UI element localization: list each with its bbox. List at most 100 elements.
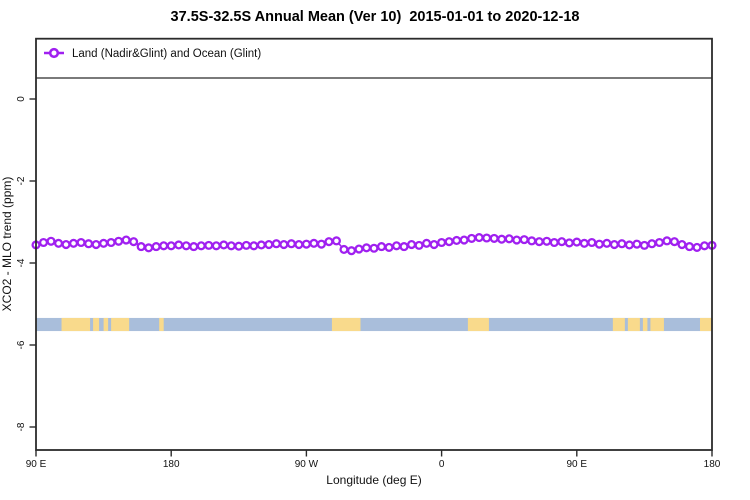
data-point-marker — [639, 240, 649, 250]
y-tick-label: -6 — [16, 340, 27, 349]
data-point-marker — [654, 237, 664, 248]
data-point-marker — [346, 246, 357, 256]
map-band-land-patch — [111, 317, 130, 332]
data-point-marker — [497, 234, 507, 244]
data-point-marker — [219, 240, 229, 250]
data-point-marker — [474, 233, 484, 243]
data-point-marker — [204, 240, 214, 250]
data-point-marker — [99, 238, 109, 248]
frame-layer — [35, 37, 713, 451]
data-point-marker — [684, 242, 695, 252]
x-tick-label: 90 E — [26, 459, 47, 470]
data-point-marker — [391, 241, 402, 251]
data-point-marker — [286, 239, 296, 249]
data-point-marker — [234, 241, 244, 251]
x-axis-label: Longitude (deg E) — [326, 473, 421, 487]
plot-frame — [35, 37, 713, 451]
data-point-marker — [38, 237, 49, 248]
data-point-marker — [339, 244, 349, 255]
data-point-marker — [121, 235, 131, 245]
data-point-marker — [549, 237, 559, 248]
map-band-ocean — [36, 317, 712, 332]
y-tick-label: -2 — [16, 176, 27, 185]
data-point-marker — [564, 238, 574, 248]
x-tick-label: 90 E — [567, 459, 588, 470]
data-point-marker — [376, 242, 387, 252]
data-point-marker — [384, 242, 394, 252]
data-point-marker — [53, 238, 64, 248]
data-point-marker — [482, 233, 492, 243]
data-point-marker — [271, 239, 281, 249]
data-point-marker — [354, 244, 364, 254]
data-point-marker — [662, 236, 672, 246]
data-point-marker — [294, 240, 304, 250]
y-tick-label: -4 — [16, 258, 27, 267]
data-point-marker — [84, 239, 94, 249]
data-point-marker — [534, 237, 544, 247]
data-point-marker — [256, 240, 266, 250]
data-point-marker — [489, 233, 499, 243]
x-tick-label: 0 — [439, 459, 445, 470]
data-point-marker — [316, 239, 326, 249]
data-point-marker — [444, 237, 454, 247]
data-point-marker — [241, 240, 251, 250]
data-point-marker — [519, 235, 529, 245]
page-title: 37.5S-32.5S Annual Mean (Ver 10) 2015-01… — [170, 9, 580, 25]
map-band-land-patch — [642, 317, 648, 332]
data-point-marker — [647, 239, 657, 249]
data-point-marker — [617, 239, 627, 249]
data-point-marker — [76, 237, 86, 248]
map-band-layer — [36, 317, 712, 332]
data-point-marker — [106, 237, 116, 248]
data-point-marker — [249, 241, 259, 251]
map-band-land-patch — [159, 317, 164, 332]
data-point-marker — [609, 240, 619, 250]
data-point-marker — [414, 240, 424, 250]
data-point-marker — [429, 240, 439, 250]
data-point-marker — [361, 243, 372, 253]
data-point-marker — [369, 243, 379, 253]
data-point-marker — [677, 240, 687, 250]
map-band-land-patch — [699, 317, 712, 332]
x-tick-label: 90 W — [295, 459, 319, 470]
data-point-marker — [129, 237, 139, 247]
y-tick-label: -8 — [16, 422, 27, 431]
data-point-marker — [61, 240, 71, 250]
data-point-marker — [459, 235, 469, 245]
map-band-land-patch — [93, 317, 100, 332]
data-point-marker — [136, 242, 146, 252]
data-point-marker — [174, 240, 184, 250]
data-point-marker — [159, 241, 169, 251]
legend-marker-icon — [44, 47, 64, 59]
data-point-marker — [422, 238, 432, 248]
data-point-marker — [407, 240, 417, 250]
data-point-marker — [587, 237, 597, 248]
legend: Land (Nadir&Glint) and Ocean (Glint) — [36, 47, 712, 79]
data-point-marker — [594, 239, 604, 249]
y-axis-label: XCO2 - MLO trend (ppm) — [0, 177, 14, 312]
data-point-marker — [632, 239, 642, 249]
data-point-marker — [151, 242, 161, 252]
data-point-marker — [69, 238, 79, 248]
data-point-marker — [331, 236, 341, 246]
tick-layer: 90 E 180 90 W 0 90 E 180 0 -2 -4 -6 -8 — [16, 96, 721, 470]
data-point-marker — [512, 235, 522, 245]
data-point-marker — [144, 243, 154, 253]
data-point-marker — [114, 236, 124, 246]
map-band-land-patch — [61, 317, 91, 332]
data-point-marker — [579, 238, 589, 248]
data-point-marker — [309, 238, 319, 248]
map-band-land-patch — [103, 317, 109, 332]
x-tick-label: 180 — [163, 459, 180, 470]
data-point-marker — [189, 242, 199, 252]
data-point-marker — [572, 237, 582, 247]
data-point-marker — [467, 233, 477, 243]
data-point-marker — [602, 238, 612, 248]
data-point-marker — [669, 237, 679, 247]
data-point-marker — [196, 241, 206, 251]
data-point-marker — [692, 242, 702, 252]
data-point-marker — [324, 237, 334, 247]
map-band-land-patch — [612, 317, 625, 332]
